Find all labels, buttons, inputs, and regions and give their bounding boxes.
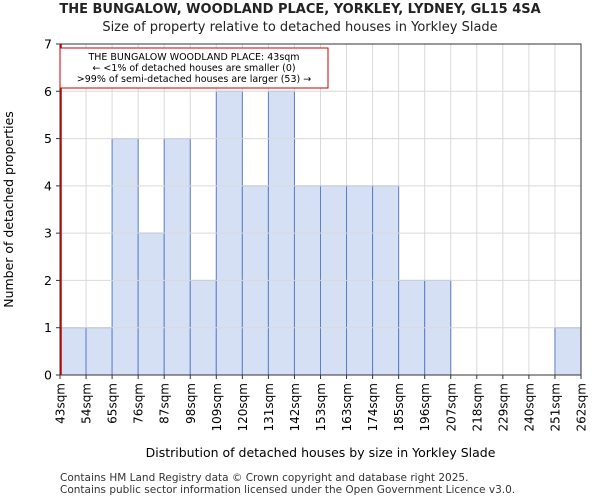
histogram-bar [111, 138, 139, 376]
y-tick-label: 1 [44, 320, 52, 335]
y-tick-label: 2 [44, 273, 52, 288]
x-tick-label: 240sqm [522, 383, 536, 431]
x-tick-label: 87sqm [158, 383, 172, 424]
annotation-line-2: ← <1% of detached houses are smaller (0) [92, 63, 295, 74]
annotation-box: THE BUNGALOW WOODLAND PLACE: 43sqm ← <1%… [59, 47, 329, 89]
footer-line-2: Contains public sector information licen… [60, 484, 516, 496]
x-tick-label: 43sqm [54, 383, 68, 424]
x-tick-label: 163sqm [340, 383, 354, 431]
annotation-line-3: >99% of semi-detached houses are larger … [77, 74, 311, 85]
histogram-bar [554, 327, 582, 376]
y-tick-label: 0 [44, 368, 52, 383]
annotation-frame [59, 47, 329, 89]
histogram-bar [59, 327, 87, 376]
y-tick-label: 3 [44, 226, 52, 241]
histogram-bar [85, 327, 113, 376]
x-tick-label: 218sqm [470, 383, 484, 431]
histogram-bar [137, 232, 165, 376]
x-tick-label: 65sqm [106, 383, 120, 424]
x-tick-label: 120sqm [236, 383, 250, 431]
x-tick-label: 196sqm [418, 383, 432, 431]
y-axis-label: Number of detached properties [1, 111, 16, 308]
chart-subtitle: Size of property relative to detached ho… [102, 20, 498, 35]
x-axis-label: Distribution of detached houses by size … [146, 445, 496, 460]
x-tick-label: 131sqm [262, 383, 276, 431]
x-tick-label: 207sqm [444, 383, 458, 431]
x-tick-label: 142sqm [288, 383, 302, 431]
x-tick-label: 98sqm [184, 383, 198, 424]
y-tick-label: 6 [44, 84, 52, 99]
x-tick-label: 153sqm [314, 383, 328, 431]
y-tick-label: 7 [44, 37, 52, 52]
footer-line-1: Contains HM Land Registry data © Crown c… [60, 472, 469, 484]
y-tick-label: 4 [44, 178, 52, 193]
x-tick-label: 76sqm [132, 383, 146, 424]
x-tick-label: 174sqm [366, 383, 380, 431]
x-tick-label: 229sqm [496, 383, 510, 431]
plot-frame [59, 43, 582, 376]
annotation-line-1: THE BUNGALOW WOODLAND PLACE: 43sqm [87, 52, 299, 63]
bars-group [59, 44, 582, 376]
chart-title: THE BUNGALOW, WOODLAND PLACE, YORKLEY, L… [59, 2, 541, 17]
x-tick-label: 251sqm [548, 383, 562, 431]
x-tick-label: 109sqm [210, 383, 224, 431]
x-tick-label: 262sqm [575, 383, 589, 431]
x-tick-label: 54sqm [80, 383, 94, 424]
x-ticks-group: 43sqm 54sqm 65sqm 76sqm 87sqm 98sqm 109sqm 120s… [54, 375, 589, 431]
histogram-bar [163, 138, 191, 376]
y-tick-label: 5 [44, 131, 52, 146]
x-tick-label: 185sqm [392, 383, 406, 431]
